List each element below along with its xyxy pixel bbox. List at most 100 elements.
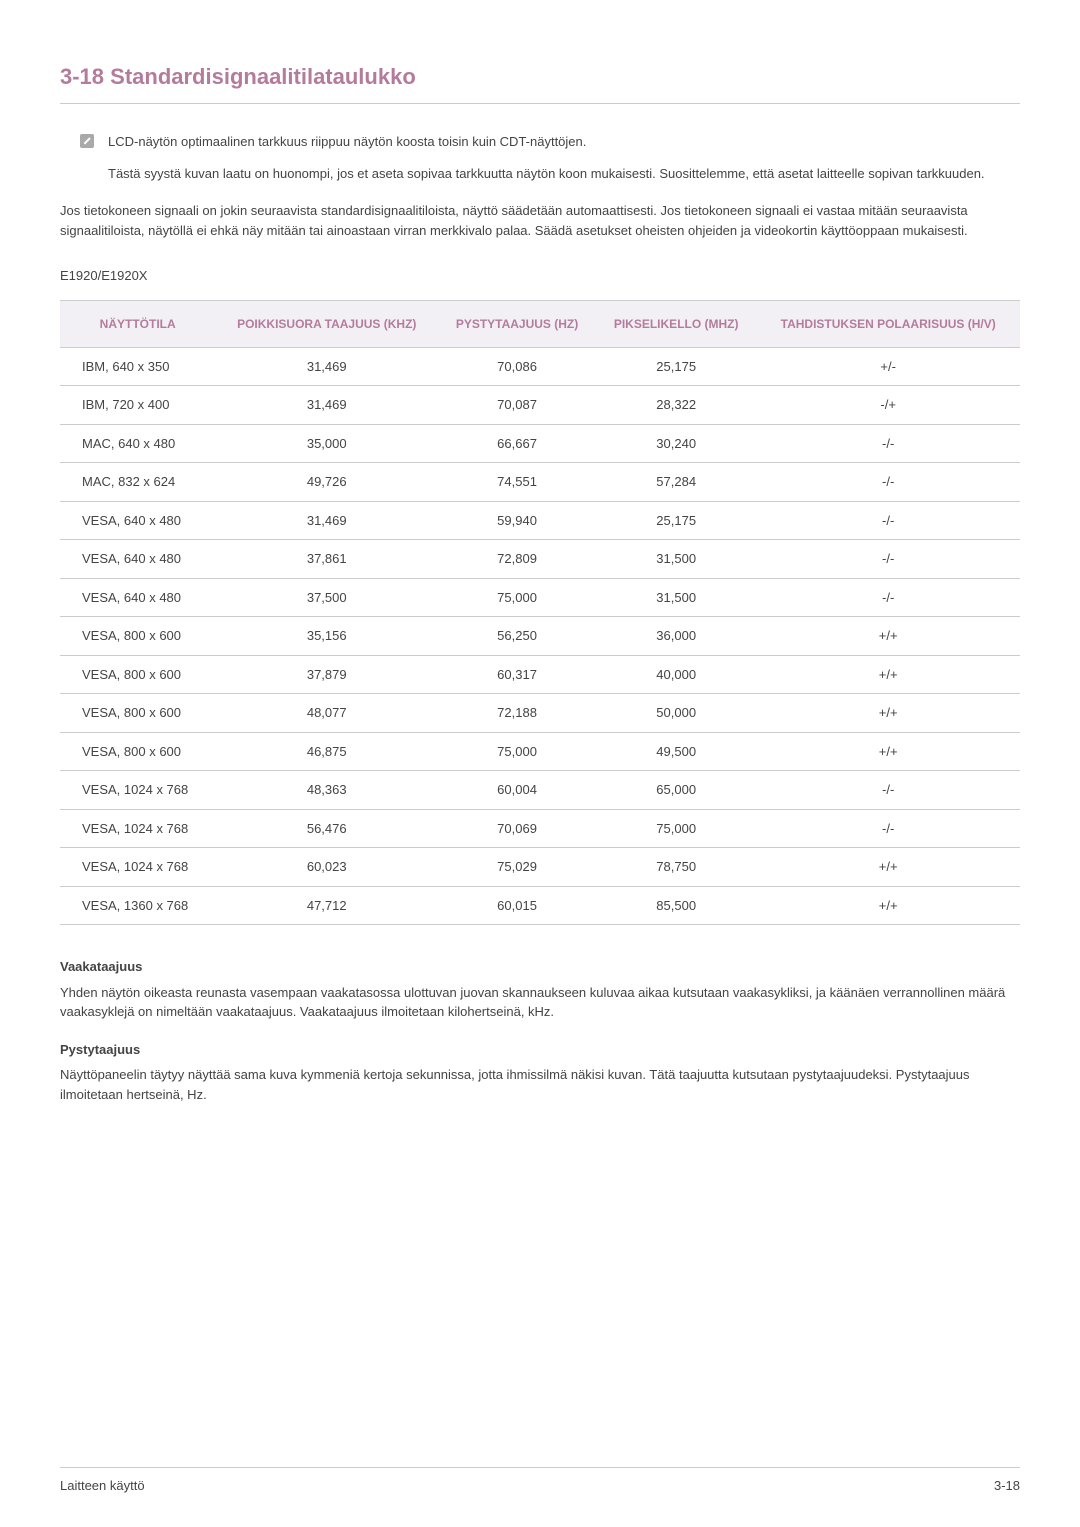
note-block: LCD-näytön optimaalinen tarkkuus riippuu… [60, 132, 1020, 152]
table-row: VESA, 800 x 60037,87960,31740,000+/+ [60, 655, 1020, 694]
table-cell: 30,240 [596, 424, 756, 463]
table-cell: +/+ [756, 848, 1020, 887]
table-cell: 60,004 [438, 771, 596, 810]
note-icon [80, 134, 94, 148]
table-row: MAC, 640 x 48035,00066,66730,240-/- [60, 424, 1020, 463]
table-row: VESA, 640 x 48037,50075,00031,500-/- [60, 578, 1020, 617]
table-cell: 25,175 [596, 347, 756, 386]
table-cell: VESA, 800 x 600 [60, 694, 215, 733]
table-cell: 31,500 [596, 578, 756, 617]
table-cell: 48,363 [215, 771, 438, 810]
table-cell: 46,875 [215, 732, 438, 771]
table-cell: MAC, 640 x 480 [60, 424, 215, 463]
col-syncpolarity: TAHDISTUKSEN POLAARISUUS (H/V) [756, 300, 1020, 347]
col-vfreq: PYSTYTAAJUUS (HZ) [438, 300, 596, 347]
table-cell: 75,000 [438, 578, 596, 617]
table-cell: +/- [756, 347, 1020, 386]
def1-body: Yhden näytön oikeasta reunasta vasempaan… [60, 983, 1020, 1022]
table-cell: MAC, 832 x 624 [60, 463, 215, 502]
table-cell: 70,087 [438, 386, 596, 425]
table-cell: 56,476 [215, 809, 438, 848]
model-label: E1920/E1920X [60, 266, 1020, 286]
table-cell: VESA, 640 x 480 [60, 540, 215, 579]
note-line-1: LCD-näytön optimaalinen tarkkuus riippuu… [108, 132, 1020, 152]
table-cell: 60,015 [438, 886, 596, 925]
table-cell: 78,750 [596, 848, 756, 887]
section-heading: 3-18 Standardisignaalitilataulukko [60, 60, 1020, 104]
def2-title: Pystytaajuus [60, 1040, 1020, 1060]
table-cell: 75,029 [438, 848, 596, 887]
footer-right: 3-18 [994, 1476, 1020, 1496]
table-cell: +/+ [756, 694, 1020, 733]
table-row: VESA, 800 x 60046,87575,00049,500+/+ [60, 732, 1020, 771]
col-display-mode: NÄYTTÖTILA [60, 300, 215, 347]
table-cell: 37,500 [215, 578, 438, 617]
table-cell: +/+ [756, 655, 1020, 694]
note-line-2: Tästä syystä kuvan laatu on huonompi, jo… [60, 164, 1020, 184]
table-cell: -/- [756, 463, 1020, 502]
table-cell: 31,500 [596, 540, 756, 579]
table-cell: 56,250 [438, 617, 596, 656]
table-row: VESA, 640 x 48031,46959,94025,175-/- [60, 501, 1020, 540]
col-pixelclock: PIKSELIKELLO (MHZ) [596, 300, 756, 347]
def2-body: Näyttöpaneelin täytyy näyttää sama kuva … [60, 1065, 1020, 1104]
table-cell: 65,000 [596, 771, 756, 810]
table-cell: VESA, 800 x 600 [60, 732, 215, 771]
table-cell: 85,500 [596, 886, 756, 925]
def1-title: Vaakataajuus [60, 957, 1020, 977]
table-cell: 25,175 [596, 501, 756, 540]
table-cell: +/+ [756, 617, 1020, 656]
table-cell: 75,000 [438, 732, 596, 771]
table-cell: -/+ [756, 386, 1020, 425]
table-cell: VESA, 1024 x 768 [60, 809, 215, 848]
table-cell: 70,069 [438, 809, 596, 848]
table-cell: 74,551 [438, 463, 596, 502]
table-cell: -/- [756, 501, 1020, 540]
table-cell: -/- [756, 578, 1020, 617]
table-cell: VESA, 1024 x 768 [60, 848, 215, 887]
table-cell: -/- [756, 771, 1020, 810]
table-row: VESA, 640 x 48037,86172,80931,500-/- [60, 540, 1020, 579]
table-cell: VESA, 800 x 600 [60, 617, 215, 656]
table-cell: VESA, 1024 x 768 [60, 771, 215, 810]
table-cell: 47,712 [215, 886, 438, 925]
table-cell: 60,023 [215, 848, 438, 887]
table-cell: -/- [756, 809, 1020, 848]
col-hfreq: POIKKISUORA TAAJUUS (KHZ) [215, 300, 438, 347]
table-cell: 60,317 [438, 655, 596, 694]
page-footer: Laitteen käyttö 3-18 [60, 1467, 1020, 1496]
table-cell: 72,188 [438, 694, 596, 733]
table-row: VESA, 800 x 60048,07772,18850,000+/+ [60, 694, 1020, 733]
table-cell: 31,469 [215, 501, 438, 540]
table-cell: 28,322 [596, 386, 756, 425]
table-cell: +/+ [756, 886, 1020, 925]
table-cell: 72,809 [438, 540, 596, 579]
table-row: MAC, 832 x 62449,72674,55157,284-/- [60, 463, 1020, 502]
table-cell: 49,726 [215, 463, 438, 502]
table-row: IBM, 720 x 40031,46970,08728,322-/+ [60, 386, 1020, 425]
table-cell: 36,000 [596, 617, 756, 656]
table-cell: 31,469 [215, 386, 438, 425]
footer-left: Laitteen käyttö [60, 1476, 145, 1496]
table-cell: 59,940 [438, 501, 596, 540]
table-cell: 50,000 [596, 694, 756, 733]
table-cell: VESA, 640 x 480 [60, 578, 215, 617]
table-cell: -/- [756, 424, 1020, 463]
table-cell: 31,469 [215, 347, 438, 386]
table-row: VESA, 1360 x 76847,71260,01585,500+/+ [60, 886, 1020, 925]
table-cell: 57,284 [596, 463, 756, 502]
table-cell: VESA, 1360 x 768 [60, 886, 215, 925]
table-cell: 70,086 [438, 347, 596, 386]
table-cell: IBM, 720 x 400 [60, 386, 215, 425]
table-cell: IBM, 640 x 350 [60, 347, 215, 386]
table-cell: 37,879 [215, 655, 438, 694]
table-cell: 40,000 [596, 655, 756, 694]
table-header-row: NÄYTTÖTILA POIKKISUORA TAAJUUS (KHZ) PYS… [60, 300, 1020, 347]
table-cell: 66,667 [438, 424, 596, 463]
table-row: VESA, 800 x 60035,15656,25036,000+/+ [60, 617, 1020, 656]
table-cell: 35,000 [215, 424, 438, 463]
table-cell: 37,861 [215, 540, 438, 579]
table-row: IBM, 640 x 35031,46970,08625,175+/- [60, 347, 1020, 386]
table-row: VESA, 1024 x 76848,36360,00465,000-/- [60, 771, 1020, 810]
table-cell: 48,077 [215, 694, 438, 733]
